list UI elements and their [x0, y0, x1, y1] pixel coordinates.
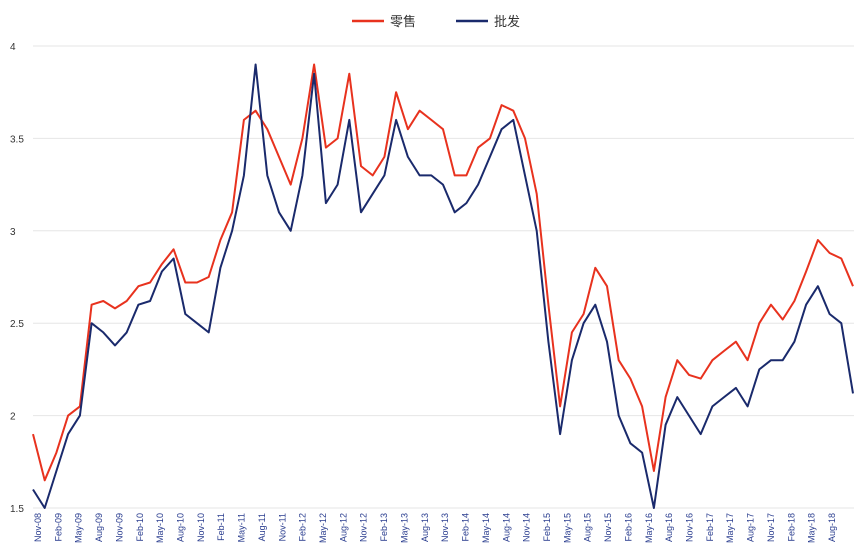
x-tick-label: Feb-17 [705, 513, 715, 542]
x-tick-label: Feb-12 [298, 513, 308, 542]
x-tick-label: Nov-14 [522, 513, 532, 542]
y-tick-label: 4 [10, 42, 16, 53]
x-tick-label: Aug-15 [583, 513, 593, 542]
x-tick-label: Aug-17 [746, 513, 756, 542]
x-tick-label: Nov-09 [114, 513, 124, 542]
x-tick-label: Aug-12 [338, 513, 348, 542]
x-tick-label: May-09 [74, 513, 84, 543]
x-tick-label: May-11 [237, 513, 247, 542]
x-tick-label: Feb-09 [53, 513, 63, 542]
y-tick-label: 2.5 [10, 319, 24, 330]
x-tick-label: Aug-18 [827, 513, 837, 542]
x-axis-ticks: Nov-08 Feb-09 May-09 Aug-09 Nov-09 Feb-10 May-… [33, 513, 837, 543]
x-tick-label: May-17 [725, 513, 735, 543]
x-tick-label: Feb-18 [786, 513, 796, 542]
x-tick-label: Aug-13 [420, 513, 430, 542]
series-lines [32, 63, 854, 509]
x-tick-label: May-10 [155, 513, 165, 543]
x-tick-label: Nov-13 [440, 513, 450, 542]
x-tick-label: Aug-14 [501, 513, 511, 542]
y-tick-label: 3.5 [10, 134, 24, 145]
y-tick-label: 2 [10, 412, 16, 423]
x-tick-label: May-15 [562, 513, 572, 543]
x-tick-label: Aug-10 [176, 513, 186, 542]
x-tick-label: Aug-11 [257, 513, 267, 541]
x-tick-label: Nov-16 [684, 513, 694, 542]
x-tick-label: Feb-14 [461, 513, 471, 542]
legend: 零售 批发 [352, 14, 520, 30]
x-tick-label: Nov-10 [196, 513, 206, 542]
series-line-wholesale [32, 63, 854, 509]
x-tick-label: Feb-16 [623, 513, 633, 542]
x-tick-label: May-16 [644, 513, 654, 543]
x-tick-label: Nov-11 [277, 513, 287, 541]
x-tick-label: Feb-13 [379, 513, 389, 542]
legend-label-wholesale: 批发 [494, 14, 520, 30]
y-axis-ticks: 1.5 2 2.5 3 3.5 4 [10, 42, 24, 515]
grid [33, 45, 854, 509]
x-tick-label: Feb-11 [216, 513, 226, 541]
x-tick-label: Aug-09 [94, 513, 104, 542]
x-tick-label: May-12 [318, 513, 328, 543]
legend-label-retail: 零售 [390, 14, 416, 30]
y-tick-label: 3 [10, 227, 16, 238]
x-tick-label: Aug-16 [664, 513, 674, 542]
x-tick-label: Nov-12 [359, 513, 369, 542]
x-tick-label: May-13 [399, 513, 409, 543]
x-tick-label: Nov-17 [766, 513, 776, 542]
y-tick-label: 1.5 [10, 504, 24, 515]
x-tick-label: Feb-10 [135, 513, 145, 542]
x-tick-label: Nov-15 [603, 513, 613, 542]
x-tick-label: Nov-08 [33, 513, 43, 542]
series-line-retail [32, 63, 854, 482]
x-tick-label: May-14 [481, 513, 491, 543]
x-tick-label: Feb-15 [542, 513, 552, 542]
x-tick-label: May-18 [807, 513, 817, 543]
